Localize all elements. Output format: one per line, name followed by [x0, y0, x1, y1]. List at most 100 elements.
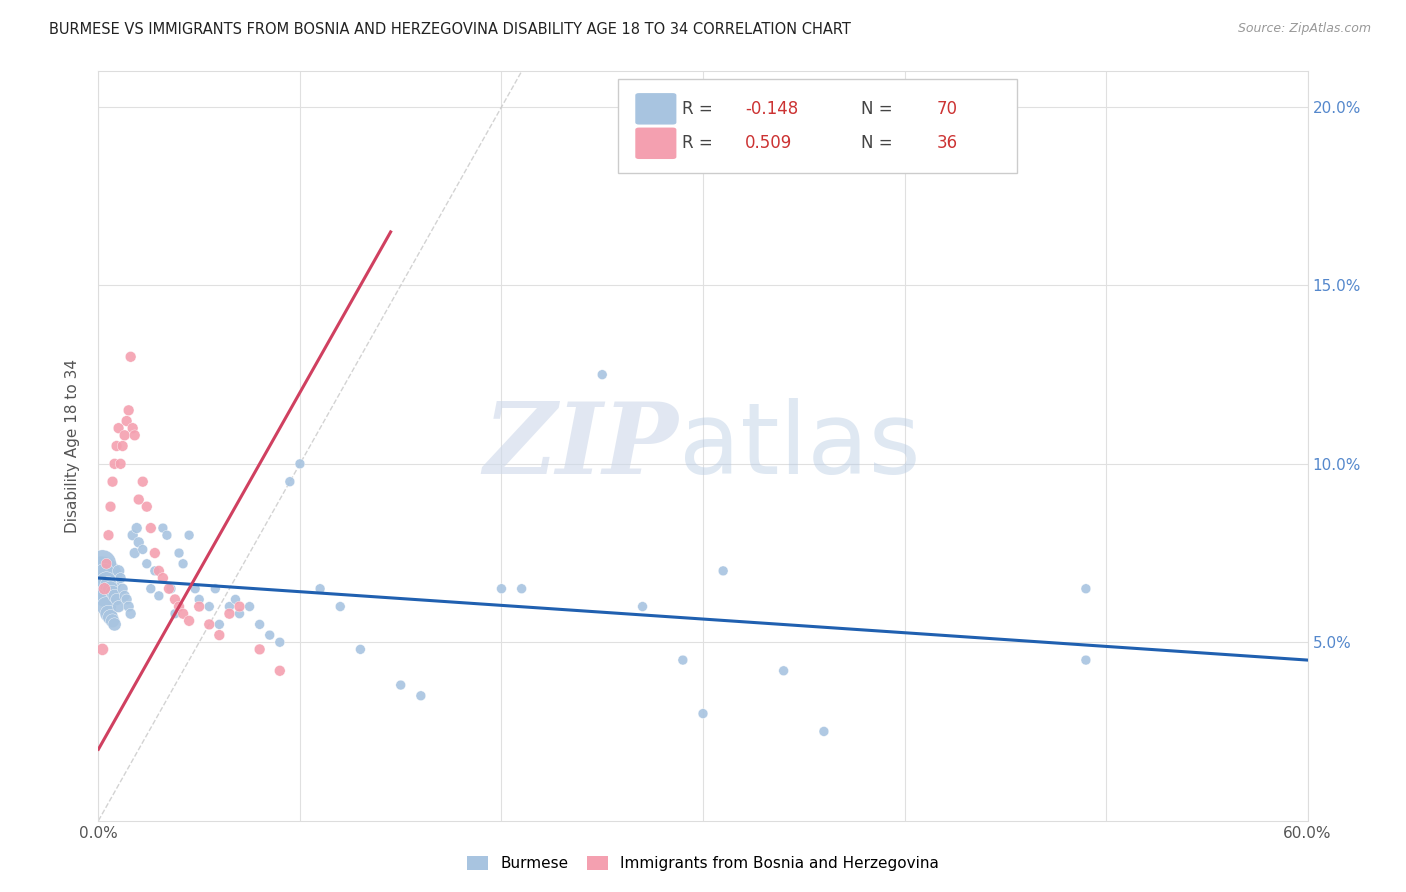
Text: R =: R = — [682, 100, 718, 118]
Point — [188, 599, 211, 614]
Point — [105, 592, 128, 607]
Point — [97, 578, 120, 592]
Point — [96, 599, 118, 614]
Point — [692, 706, 714, 721]
Point — [114, 428, 136, 442]
Text: 0.509: 0.509 — [745, 135, 793, 153]
Point — [110, 571, 132, 585]
Point — [491, 582, 513, 596]
Point — [228, 607, 250, 621]
Point — [349, 642, 371, 657]
Point — [115, 414, 138, 428]
Point — [288, 457, 311, 471]
Point — [198, 599, 221, 614]
Point — [184, 582, 207, 596]
Point — [118, 403, 141, 417]
Point — [91, 582, 114, 596]
Point — [218, 599, 240, 614]
Point — [329, 599, 352, 614]
Point — [167, 546, 190, 560]
Point — [309, 582, 332, 596]
Point — [204, 582, 226, 596]
Point — [208, 628, 231, 642]
Point — [100, 500, 122, 514]
Point — [157, 582, 180, 596]
Point — [93, 589, 115, 603]
Point — [110, 457, 132, 471]
Point — [118, 599, 141, 614]
Point — [591, 368, 613, 382]
Point — [143, 546, 166, 560]
Point — [152, 521, 174, 535]
Point — [163, 592, 186, 607]
Point — [672, 653, 695, 667]
Point — [1074, 653, 1097, 667]
Text: ZIP: ZIP — [484, 398, 679, 494]
Point — [93, 582, 115, 596]
Point — [89, 571, 111, 585]
Point — [97, 528, 120, 542]
Text: 70: 70 — [936, 100, 957, 118]
Point — [91, 557, 114, 571]
Point — [101, 475, 124, 489]
Point — [259, 628, 281, 642]
Point — [107, 564, 129, 578]
Point — [249, 642, 271, 657]
Point — [132, 475, 155, 489]
Point — [389, 678, 412, 692]
Point — [218, 607, 240, 621]
Point — [510, 582, 533, 596]
Point — [228, 599, 250, 614]
Point — [125, 521, 148, 535]
Point — [120, 607, 142, 621]
Point — [124, 428, 146, 442]
Text: atlas: atlas — [679, 398, 921, 494]
Point — [120, 350, 142, 364]
FancyBboxPatch shape — [636, 93, 676, 125]
Point — [152, 571, 174, 585]
Point — [128, 492, 150, 507]
Point — [269, 635, 291, 649]
Point — [269, 664, 291, 678]
Point — [249, 617, 271, 632]
Text: Source: ZipAtlas.com: Source: ZipAtlas.com — [1237, 22, 1371, 36]
Point — [100, 610, 122, 624]
Point — [121, 528, 143, 542]
Point — [128, 535, 150, 549]
FancyBboxPatch shape — [636, 128, 676, 159]
Point — [711, 564, 734, 578]
Point — [224, 592, 246, 607]
Point — [631, 599, 654, 614]
Point — [409, 689, 432, 703]
Legend: Burmese, Immigrants from Bosnia and Herzegovina: Burmese, Immigrants from Bosnia and Herz… — [461, 850, 945, 877]
Point — [160, 582, 183, 596]
Point — [111, 582, 134, 596]
Point — [148, 589, 170, 603]
Point — [135, 500, 157, 514]
Point — [96, 557, 118, 571]
FancyBboxPatch shape — [619, 78, 1018, 172]
Point — [156, 528, 179, 542]
Point — [172, 557, 194, 571]
Point — [135, 557, 157, 571]
Point — [121, 421, 143, 435]
Text: 36: 36 — [936, 135, 957, 153]
Point — [105, 439, 128, 453]
Point — [115, 592, 138, 607]
Point — [100, 582, 122, 596]
Point — [139, 582, 162, 596]
Y-axis label: Disability Age 18 to 34: Disability Age 18 to 34 — [65, 359, 80, 533]
Point — [179, 528, 201, 542]
Point — [91, 642, 114, 657]
Point — [103, 617, 125, 632]
Point — [107, 421, 129, 435]
Point — [139, 521, 162, 535]
Point — [93, 567, 115, 582]
Point — [111, 439, 134, 453]
Point — [114, 589, 136, 603]
Point — [97, 607, 120, 621]
Point — [278, 475, 301, 489]
Point — [107, 599, 129, 614]
Point — [148, 564, 170, 578]
Point — [1074, 582, 1097, 596]
